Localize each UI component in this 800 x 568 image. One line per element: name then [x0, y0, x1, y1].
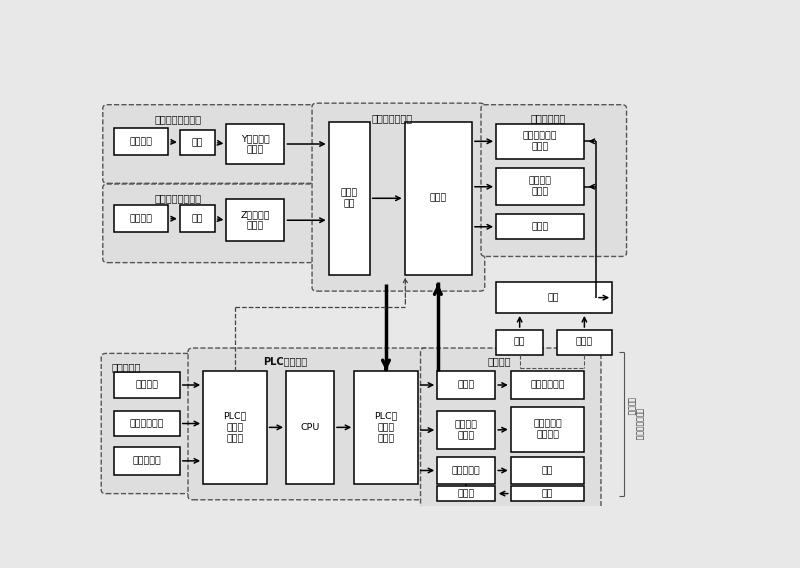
Text: PLC控制模块: PLC控制模块 [262, 356, 307, 366]
Bar [405, 122, 472, 274]
Bar [286, 371, 334, 484]
Text: 光电传感器: 光电传感器 [133, 456, 162, 465]
Bar [226, 199, 285, 241]
Text: 接近开关: 接近开关 [135, 381, 158, 390]
FancyBboxPatch shape [421, 348, 601, 509]
Text: 上位机控制系统: 上位机控制系统 [371, 113, 412, 123]
Text: PLC数
字量输
入模块: PLC数 字量输 入模块 [223, 412, 246, 443]
Bar [510, 486, 584, 501]
Bar [437, 411, 495, 449]
Text: Y方向测量
摄像机: Y方向测量 摄像机 [241, 134, 270, 154]
Bar [114, 411, 180, 436]
Text: PLC数
字量输
出模块: PLC数 字量输 出模块 [374, 412, 398, 443]
Bar [114, 205, 168, 232]
Text: 径向参数测量系统: 径向参数测量系统 [154, 114, 202, 124]
Text: 人机交互界面
显示器: 人机交互界面 显示器 [523, 131, 558, 151]
Bar [114, 372, 180, 398]
FancyBboxPatch shape [102, 353, 197, 494]
Bar [180, 205, 214, 232]
Bar [496, 330, 543, 354]
Bar [496, 168, 584, 205]
Text: 上料交流电机: 上料交流电机 [530, 381, 565, 390]
Bar [114, 447, 180, 475]
Text: 轴向参数测量系统: 轴向参数测量系统 [154, 193, 202, 203]
Bar [496, 215, 584, 239]
Text: 数据采
集卡: 数据采 集卡 [341, 188, 358, 208]
Text: 气缸: 气缸 [542, 466, 554, 475]
Text: 控制系统（乙）: 控制系统（乙） [634, 408, 643, 440]
Bar [203, 371, 266, 484]
Text: 人机交互界面: 人机交互界面 [530, 113, 566, 123]
Text: 上位机: 上位机 [430, 194, 447, 203]
Text: 按钮: 按钮 [514, 338, 526, 347]
Text: 气缸磁性开关: 气缸磁性开关 [130, 419, 164, 428]
Text: Z方向测量
摄像机: Z方向测量 摄像机 [241, 210, 270, 230]
Bar [496, 282, 611, 313]
Text: 减压阀: 减压阀 [458, 489, 475, 498]
Text: 警示灯: 警示灯 [576, 338, 593, 347]
Bar [437, 457, 495, 484]
Text: 镜头: 镜头 [191, 214, 203, 223]
Text: 伺服电机
驱动器: 伺服电机 驱动器 [454, 420, 478, 440]
FancyBboxPatch shape [102, 105, 330, 183]
Text: 打印机: 打印机 [531, 222, 549, 231]
Bar [180, 130, 214, 155]
FancyBboxPatch shape [312, 103, 485, 291]
Text: 用户: 用户 [548, 293, 559, 302]
Text: 送料、分拣
伺服电机: 送料、分拣 伺服电机 [533, 419, 562, 439]
Bar [510, 371, 584, 399]
Bar [558, 330, 611, 354]
Text: 动力系统: 动力系统 [487, 356, 511, 366]
Text: 位置传感器: 位置传感器 [112, 362, 141, 372]
Text: CPU: CPU [300, 423, 320, 432]
Bar [329, 122, 370, 274]
Bar [114, 128, 168, 155]
Bar [510, 407, 584, 452]
Text: 参数采集: 参数采集 [626, 397, 636, 416]
Text: 照明光源: 照明光源 [130, 214, 153, 223]
Bar [510, 457, 584, 484]
FancyBboxPatch shape [188, 348, 430, 500]
Bar [354, 371, 418, 484]
Bar [226, 124, 285, 164]
Text: 气源: 气源 [542, 489, 554, 498]
Bar [496, 124, 584, 159]
FancyBboxPatch shape [102, 184, 330, 262]
Text: 镜头: 镜头 [191, 138, 203, 147]
Bar [437, 486, 495, 501]
Bar [437, 371, 495, 399]
Text: 变频器: 变频器 [458, 381, 475, 390]
Text: 照明光源: 照明光源 [130, 137, 153, 146]
Text: 尺寸报表
显示器: 尺寸报表 显示器 [529, 177, 552, 197]
FancyBboxPatch shape [481, 105, 626, 257]
Text: 电磁换向阀: 电磁换向阀 [452, 466, 481, 475]
